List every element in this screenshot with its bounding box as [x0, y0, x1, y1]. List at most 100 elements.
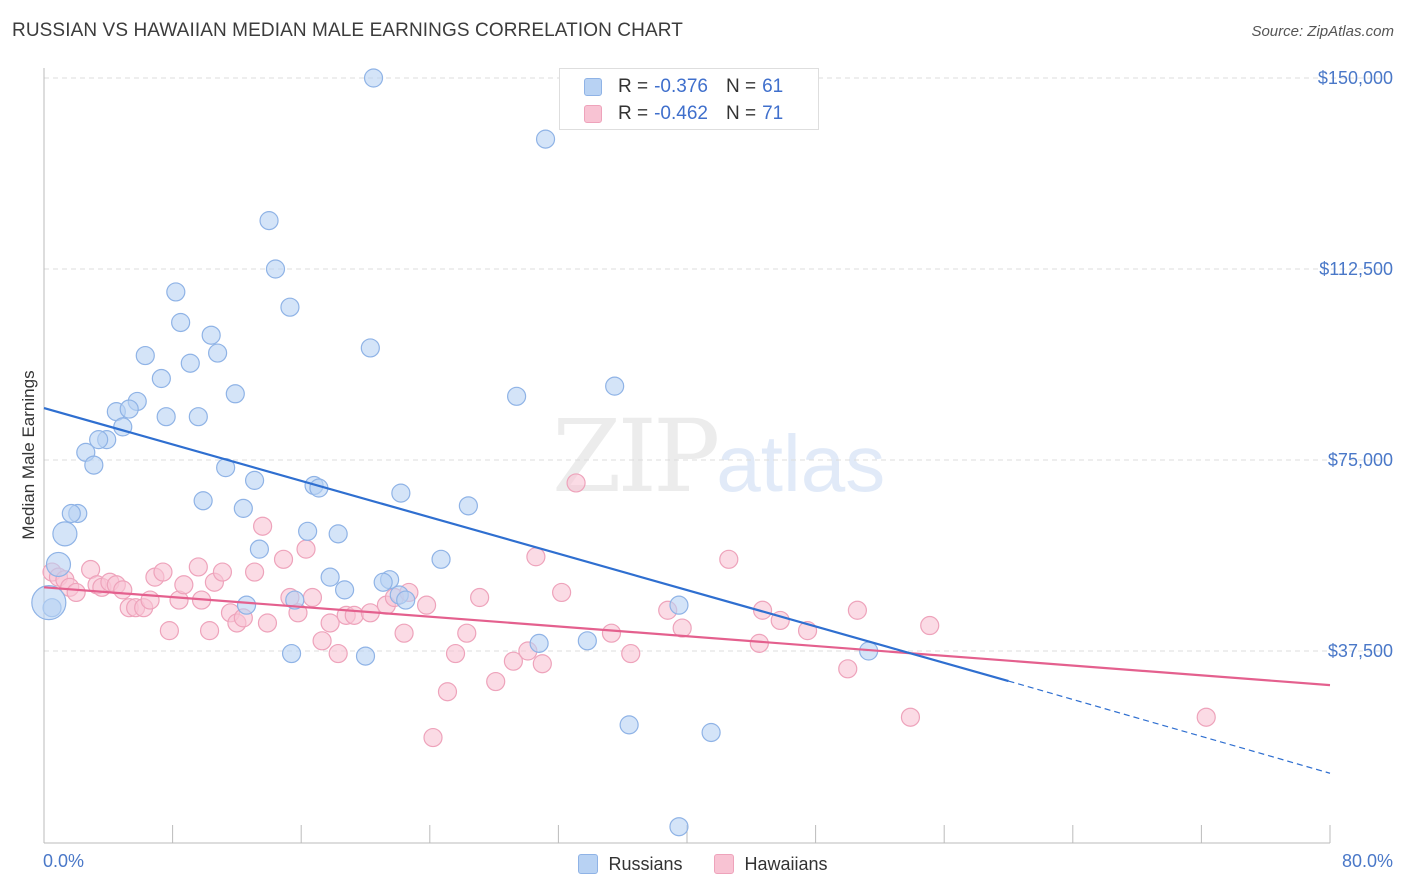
hawaiians-point-68[interactable] [838, 659, 858, 679]
russians-point-18[interactable] [119, 399, 139, 419]
russians-point-5[interactable] [280, 297, 300, 317]
hawaiians-point-29[interactable] [253, 516, 273, 536]
russians-point-44[interactable] [373, 572, 393, 592]
hawaiians-point-22[interactable] [199, 621, 220, 641]
hawaiians-point-28[interactable] [244, 562, 265, 582]
hawaiians-point-52[interactable] [486, 671, 506, 692]
russians-point-9[interactable] [135, 345, 155, 366]
russians-point-6[interactable] [171, 312, 191, 333]
hawaiians-point-70[interactable] [900, 707, 921, 727]
watermark: ZIPatlas [552, 398, 885, 515]
hawaiians-point-10[interactable] [113, 580, 133, 600]
russians-point-2[interactable] [259, 211, 279, 231]
hawaiians-point-46[interactable] [416, 595, 437, 615]
russians-point-58[interactable] [701, 722, 721, 743]
hawaiians-point-30[interactable] [257, 613, 278, 633]
russians-point-53[interactable] [529, 633, 549, 653]
hawaiians-point-40[interactable] [344, 605, 364, 625]
hawaiians-point-58[interactable] [566, 473, 586, 493]
russians-point-15[interactable] [507, 386, 527, 406]
russians-point-60[interactable] [31, 585, 67, 621]
hawaiians-point-56[interactable] [532, 654, 552, 674]
russians-point-55[interactable] [355, 646, 376, 666]
hawaiians-point-50[interactable] [457, 623, 477, 643]
correlation-legend: R = -0.376 N = 61 R = -0.462 N = 71 [559, 68, 819, 130]
y-tick-labels: $150,000 $112,500 $75,000 $37,500 [1318, 68, 1393, 661]
legend-item-russians[interactable]: Russians [578, 854, 682, 875]
russians-point-59[interactable] [669, 817, 689, 837]
russians-point-12[interactable] [151, 368, 171, 389]
hawaiians-point-35[interactable] [302, 587, 323, 608]
hawaiians-point-48[interactable] [437, 682, 458, 702]
legend-item-hawaiians[interactable]: Hawaiians [714, 854, 828, 875]
hawaiians-point-36[interactable] [312, 631, 332, 651]
hawaiians-point-44[interactable] [394, 623, 414, 643]
russians-point-47[interactable] [396, 590, 416, 610]
russians-point-45[interactable] [335, 580, 355, 600]
hawaiians-point-65[interactable] [752, 600, 773, 620]
hawaiians-point-63[interactable] [719, 549, 739, 569]
russians-point-39[interactable] [249, 539, 270, 559]
russians-point-31[interactable] [193, 491, 213, 511]
russians-point-38[interactable] [52, 521, 78, 547]
hawaiians-point-60[interactable] [621, 643, 641, 664]
hawaiians-point-59[interactable] [601, 623, 622, 643]
russians-point-33[interactable] [233, 498, 253, 518]
russians-point-13[interactable] [605, 376, 625, 396]
russians-point-4[interactable] [166, 282, 186, 302]
hawaiians-point-31[interactable] [273, 549, 294, 569]
hawaiians-point-20[interactable] [188, 557, 208, 577]
russians-point-0[interactable] [363, 68, 384, 88]
hawaiians-point-14[interactable] [140, 590, 160, 610]
hawaiians-point-47[interactable] [423, 727, 443, 748]
hawaiians-point-51[interactable] [470, 587, 490, 608]
hawaiians-point-72[interactable] [1196, 707, 1216, 727]
russians-point-1[interactable] [535, 129, 556, 149]
russians-point-42[interactable] [320, 567, 340, 587]
hawaiians-point-16[interactable] [153, 562, 173, 582]
hawaiians-point-19[interactable] [174, 575, 194, 595]
hawaiians-point-34[interactable] [296, 539, 316, 559]
russians-point-20[interactable] [188, 407, 208, 427]
russians-point-8[interactable] [360, 338, 380, 358]
russians-point-11[interactable] [180, 353, 200, 373]
russians-r-value: -0.376 [654, 76, 708, 97]
hawaiians-point-38[interactable] [328, 643, 348, 664]
hawaiians-point-64[interactable] [749, 633, 769, 653]
russians-point-48[interactable] [285, 590, 305, 610]
russians-trend-extension [1008, 680, 1331, 774]
hawaiians-point-69[interactable] [847, 600, 867, 620]
hawaiians-point-55[interactable] [526, 547, 546, 567]
russians-point-57[interactable] [619, 715, 639, 735]
hawaiians-point-53[interactable] [503, 651, 523, 671]
watermark-zip: ZIP [552, 398, 720, 515]
russians-point-7[interactable] [201, 325, 221, 345]
russians-point-10[interactable] [208, 343, 228, 363]
russians-point-40[interactable] [431, 549, 451, 569]
hawaiians-point-62[interactable] [672, 618, 692, 638]
russians-point-3[interactable] [265, 259, 286, 279]
hawaiians-point-49[interactable] [445, 643, 466, 664]
russians-point-27[interactable] [244, 470, 265, 490]
russians-point-50[interactable] [669, 595, 689, 615]
russians-point-25[interactable] [84, 455, 104, 475]
hawaiians-point-37[interactable] [320, 613, 340, 633]
russians-point-52[interactable] [577, 631, 597, 651]
russians-point-37[interactable] [328, 524, 348, 544]
hawaiians-point-24[interactable] [212, 562, 233, 582]
russians-point-41[interactable] [45, 551, 72, 578]
russians-point-49[interactable] [236, 595, 257, 615]
hawaiians-point-17[interactable] [159, 621, 179, 641]
russians-point-32[interactable] [458, 496, 478, 516]
hawaiians-point-57[interactable] [552, 582, 572, 603]
russians-point-54[interactable] [281, 643, 302, 664]
russians-point-35[interactable] [61, 503, 81, 524]
russians-point-23[interactable] [89, 430, 109, 450]
russians-point-19[interactable] [156, 407, 176, 427]
russians-point-30[interactable] [391, 483, 411, 503]
russians-point-36[interactable] [298, 521, 318, 541]
hawaiians-point-4[interactable] [66, 582, 86, 603]
hawaiians-point-71[interactable] [920, 615, 940, 636]
russians-point-14[interactable] [225, 384, 245, 404]
hawaiians-trend-line [43, 586, 1331, 687]
